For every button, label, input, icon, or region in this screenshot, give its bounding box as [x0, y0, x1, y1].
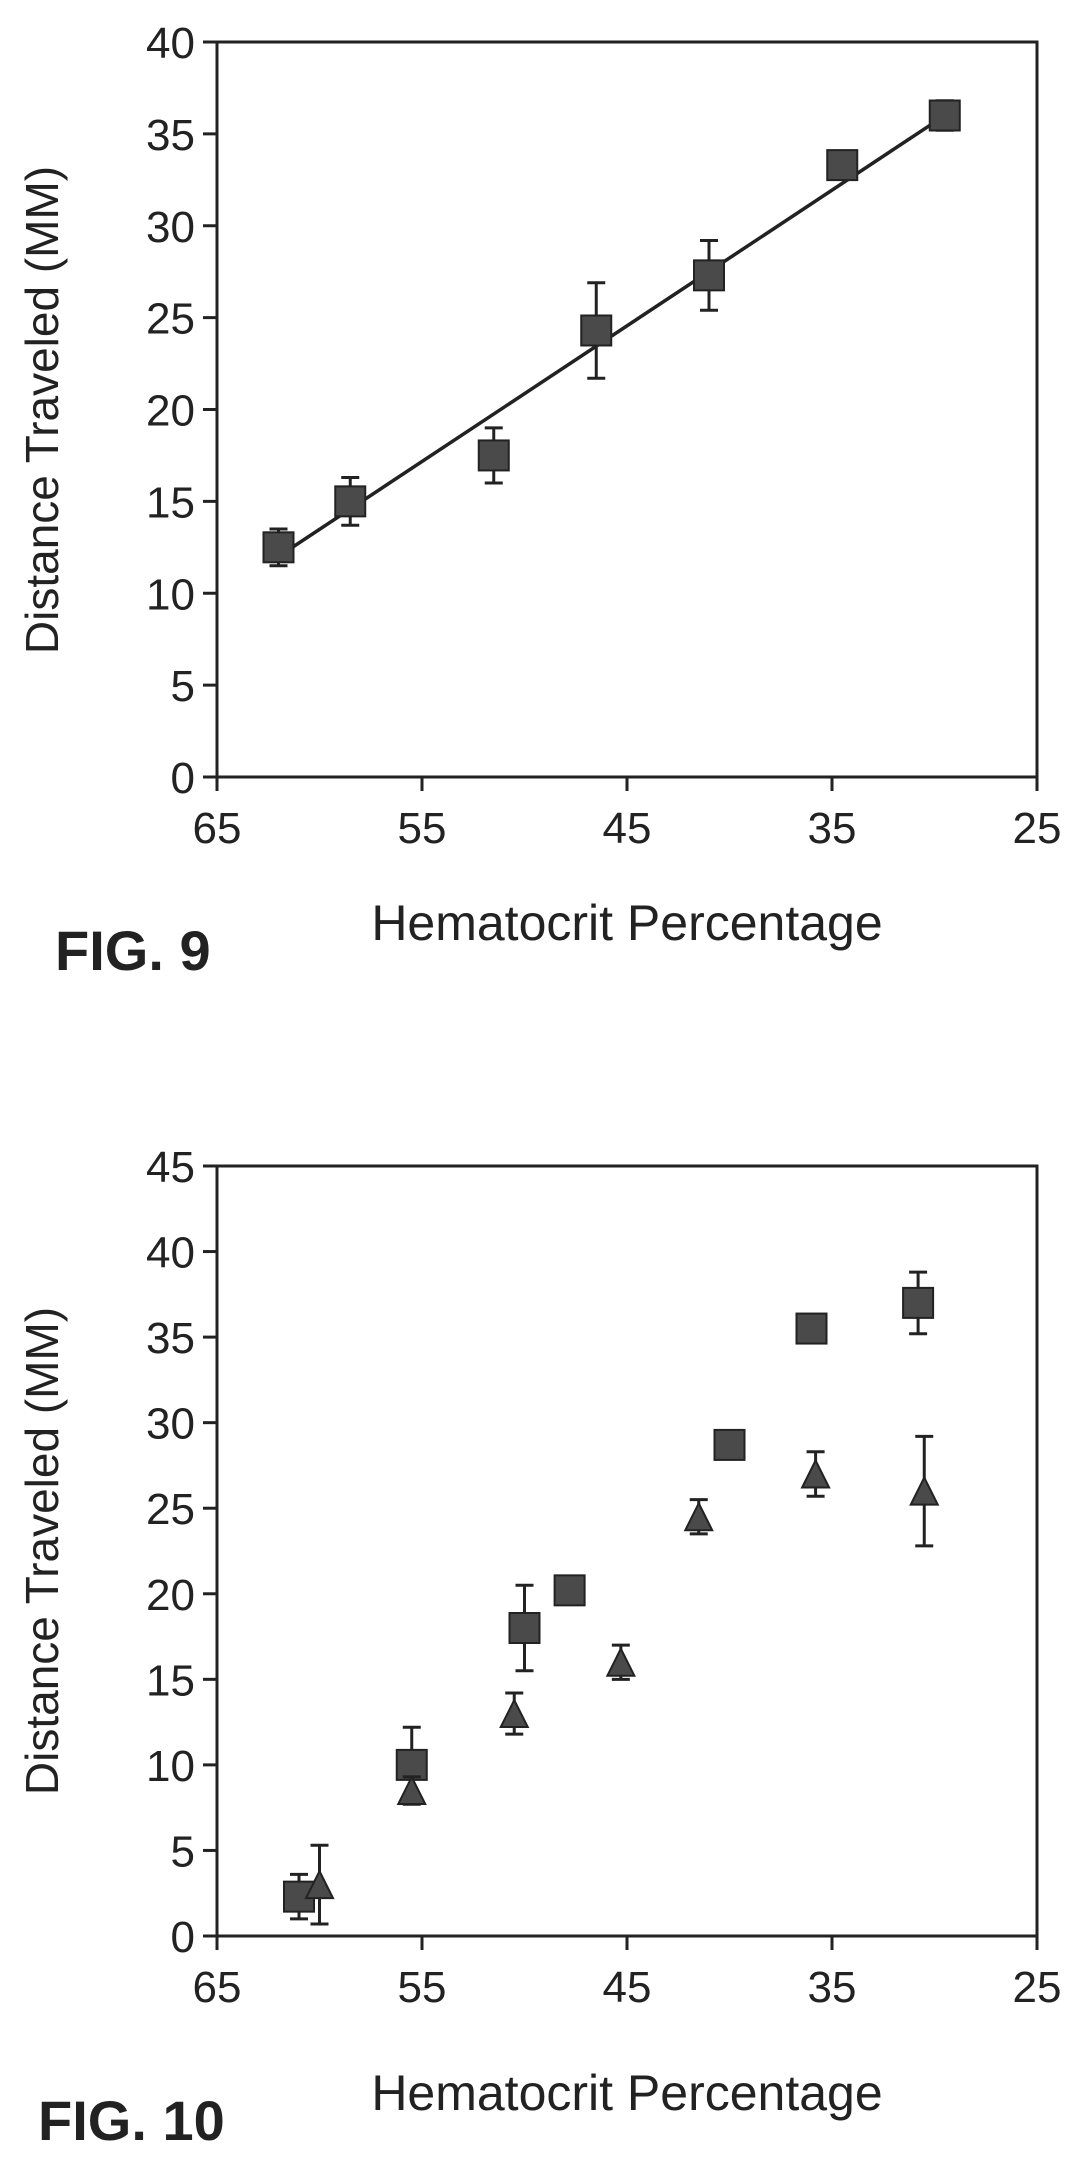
x-tick-label: 45 [603, 804, 652, 853]
y-tick-label: 20 [146, 1571, 195, 1620]
fig-9-chart: 0 5 10 15 20 25 30 35 40 65 55 45 35 25 Hematocrit Per… [16, 19, 1061, 982]
triangle-marker [499, 1697, 530, 1729]
plot-frame [215, 40, 1039, 779]
square-marker [693, 259, 725, 292]
y-tick-label: 20 [146, 387, 195, 436]
square-marker [262, 531, 295, 564]
square-marker [795, 1312, 828, 1345]
y-tick-label: 0 [171, 754, 195, 803]
x-tick-label: 65 [193, 1963, 242, 2012]
y-tick-label: 0 [171, 1913, 195, 1962]
x-tick-label: 45 [603, 1963, 652, 2012]
square-marker [334, 485, 367, 518]
triangle-marker [909, 1475, 940, 1506]
x-tick-label: 35 [808, 804, 857, 853]
y-axis-title: Distance Traveled (MM) [16, 1307, 68, 1795]
y-tick-label: 40 [146, 1229, 195, 1278]
figure-label: FIG. 10 [38, 2089, 225, 2152]
triangle-marker [304, 1868, 335, 1900]
square-marker [477, 439, 510, 472]
y-tick-label: 30 [146, 203, 195, 252]
y-tick-label: 15 [146, 478, 195, 527]
triangle-marker [396, 1774, 427, 1806]
triangle-marker [683, 1501, 714, 1532]
x-tick-label: 35 [808, 1963, 857, 2012]
plot-frame [215, 1164, 1039, 1938]
square-marker [826, 149, 859, 182]
x-axis-title: Hematocrit Percentage [371, 2065, 882, 2121]
x-tick-label: 25 [1013, 804, 1062, 853]
square-marker [553, 1574, 586, 1607]
square-marker [902, 1286, 935, 1319]
y-tick-label: 10 [146, 1742, 195, 1791]
y-axis-title: Distance Traveled (MM) [16, 166, 68, 654]
fig-10-chart: 0 5 10 15 20 25 30 35 40 45 65 55 45 35 25 Hematocrit P… [16, 1143, 1061, 2152]
triangle-marker [800, 1458, 831, 1489]
y-tick-label: 15 [146, 1656, 195, 1705]
y-tick-label: 25 [146, 295, 195, 344]
square-marker [713, 1428, 746, 1461]
y-tick-label: 10 [146, 570, 195, 619]
x-tick-label: 55 [398, 804, 447, 853]
square-marker [508, 1612, 541, 1644]
square-marker [580, 314, 613, 347]
figure-label: FIG. 9 [55, 919, 211, 982]
square-marker [928, 99, 961, 132]
y-tick-label: 5 [171, 1827, 195, 1876]
x-tick-label: 55 [398, 1963, 447, 2012]
y-tick-label: 5 [171, 662, 195, 711]
triangle-marker [605, 1646, 636, 1677]
x-tick-label: 25 [1013, 1963, 1062, 2012]
y-tick-label: 30 [146, 1400, 195, 1449]
x-axis-title: Hematocrit Percentage [371, 895, 882, 951]
y-tick-label: 35 [146, 111, 195, 160]
y-tick-label: 40 [146, 19, 195, 68]
y-tick-label: 35 [146, 1314, 195, 1363]
y-tick-label: 25 [146, 1485, 195, 1534]
x-tick-label: 65 [193, 804, 242, 853]
y-tick-label: 45 [146, 1143, 195, 1192]
